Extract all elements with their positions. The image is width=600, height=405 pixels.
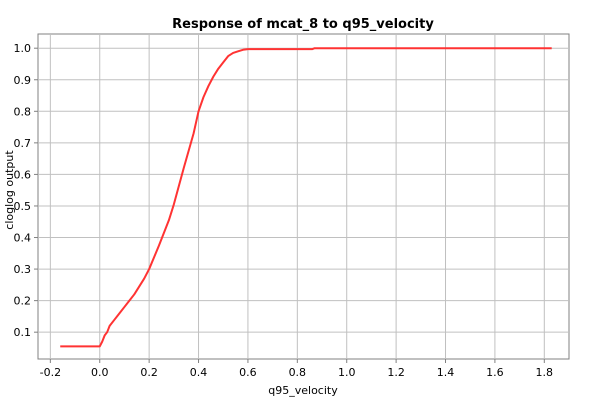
x-axis-label: q95_velocity xyxy=(268,384,338,397)
y-tick-label: 0.1 xyxy=(14,326,32,339)
x-tick-label: 1.8 xyxy=(536,366,554,379)
x-tick-label: 0.0 xyxy=(91,366,109,379)
chart-title: Response of mcat_8 to q95_velocity xyxy=(172,17,434,32)
response-curve xyxy=(60,47,552,348)
x-tick-label: 1.4 xyxy=(437,366,455,379)
y-tick-label: 0.8 xyxy=(14,105,32,118)
x-tick-label: 1.0 xyxy=(338,366,356,379)
y-tick-label: 0.3 xyxy=(14,263,32,276)
x-tick-label: 0.6 xyxy=(239,366,257,379)
y-tick-label: 0.9 xyxy=(14,74,32,87)
y-tick-label: 0.4 xyxy=(14,232,32,245)
x-tick-label: -0.2 xyxy=(40,366,61,379)
x-tick-label: 1.6 xyxy=(486,366,504,379)
plot-area xyxy=(37,33,570,360)
x-tick-label: 0.4 xyxy=(190,366,208,379)
y-tick-label: 0.6 xyxy=(14,168,32,181)
x-tick-label: 0.2 xyxy=(140,366,158,379)
y-axis-label: cloglog output xyxy=(3,150,16,230)
y-axis-ticks: 0.1 0.2 0.3 0.4 0.5 0.6 0.7 0.8 0.9 1.0 xyxy=(14,42,38,339)
y-grid xyxy=(38,47,569,333)
y-tick-label: 0.2 xyxy=(14,295,32,308)
y-tick-label: 0.5 xyxy=(14,200,32,213)
x-tick-label: 1.2 xyxy=(387,366,405,379)
x-grid xyxy=(49,34,545,359)
y-tick-label: 0.7 xyxy=(14,137,32,150)
y-tick-label: 1.0 xyxy=(14,42,32,55)
x-tick-label: 0.8 xyxy=(289,366,307,379)
x-axis-ticks: -0.2 0.0 0.2 0.4 0.6 0.8 1.0 1.2 1.4 1.6 1.8 xyxy=(40,359,553,379)
